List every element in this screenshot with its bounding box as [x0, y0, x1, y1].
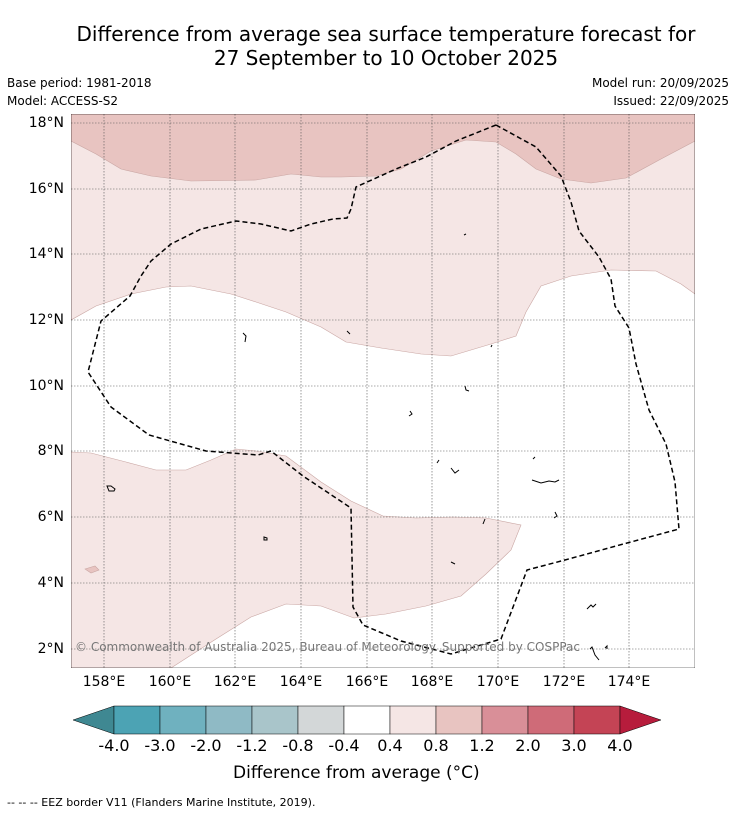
- colorbar-segment: [205, 705, 253, 735]
- lon-label-166: 166°E: [345, 674, 389, 690]
- island: [263, 536, 268, 541]
- colorbar-segment: [297, 705, 345, 735]
- lat-label-12: 12°N: [28, 312, 64, 328]
- atoll: [463, 233, 467, 236]
- colorbar-segment: [159, 705, 207, 735]
- atoll: [490, 344, 493, 348]
- meta-left: Base period: 1981-2018 Model: ACCESS-S2: [7, 74, 152, 110]
- colorbar-tick: -1.2: [236, 736, 268, 755]
- atoll: [450, 561, 456, 565]
- atoll: [436, 459, 440, 464]
- meta-right: Model run: 20/09/2025 Issued: 22/09/2025: [592, 74, 729, 110]
- colorbar-tick: 2.0: [515, 736, 541, 755]
- lon-label-160: 160°E: [148, 674, 192, 690]
- island: [106, 485, 116, 492]
- colorbar-tick: -2.0: [190, 736, 222, 755]
- colorbar-segment: [251, 705, 299, 735]
- colorbar-tick: 4.0: [607, 736, 633, 755]
- atoll: [482, 518, 486, 525]
- colorbar-tick: 0.4: [377, 736, 403, 755]
- atoll: [589, 646, 600, 661]
- lon-label-170: 170°E: [476, 674, 520, 690]
- copyright-notice: © Commonwealth of Australia 2025, Bureau…: [75, 640, 580, 654]
- atoll: [346, 330, 351, 335]
- lat-label-10: 10°N: [28, 378, 64, 394]
- lat-label-2: 2°N: [37, 641, 64, 657]
- colorbar-segment: [481, 705, 529, 735]
- colorbar-segment: [343, 705, 391, 735]
- atoll: [408, 410, 413, 417]
- colorbar-tick: 3.0: [561, 736, 587, 755]
- atoll: [464, 385, 470, 392]
- model-run: Model run: 20/09/2025: [591, 76, 729, 90]
- lon-label-174: 174°E: [607, 674, 651, 690]
- colorbar-segment: [389, 705, 437, 735]
- title-line-2: 27 September to 10 October 2025: [213, 46, 559, 70]
- colorbar-segment: [527, 705, 575, 735]
- colorbar-tick: -0.4: [328, 736, 360, 755]
- anomaly-spot: [84, 565, 100, 574]
- map-title: Difference from average sea surface temp…: [0, 22, 736, 70]
- colorbar-tick: 1.2: [469, 736, 495, 755]
- colorbar-title: Difference from average (°C): [233, 763, 480, 783]
- lat-label-6: 6°N: [37, 509, 64, 525]
- lon-label-164: 164°E: [279, 674, 323, 690]
- colorbar: [72, 705, 662, 735]
- atoll: [532, 456, 536, 460]
- anomaly-band-pink-north: [71, 114, 695, 184]
- anomaly-band-light-south: [71, 448, 522, 668]
- lat-label-4: 4°N: [37, 575, 64, 591]
- lon-label-158: 158°E: [82, 674, 126, 690]
- islands: [106, 233, 608, 661]
- atoll: [604, 644, 608, 649]
- atoll: [450, 467, 460, 474]
- model-name: Model: ACCESS-S2: [7, 94, 119, 108]
- lat-label-14: 14°N: [28, 246, 64, 262]
- issued-date: Issued: 22/09/2025: [613, 94, 729, 108]
- lat-label-18: 18°N: [28, 115, 64, 131]
- atoll: [586, 603, 597, 610]
- lon-label-168: 168°E: [410, 674, 454, 690]
- colorbar-segment: [573, 705, 621, 735]
- lat-label-16: 16°N: [28, 181, 64, 197]
- title-line-1: Difference from average sea surface temp…: [76, 22, 696, 46]
- colorbar-tick: 0.8: [423, 736, 449, 755]
- colorbar-segment: [435, 705, 483, 735]
- colorbar-extend-low: [72, 705, 115, 735]
- map-svg: [71, 114, 695, 668]
- eez-border: [87, 124, 680, 655]
- base-period: Base period: 1981-2018: [7, 76, 152, 90]
- lat-label-8: 8°N: [37, 443, 64, 459]
- lon-label-162: 162°E: [213, 674, 257, 690]
- lon-label-172: 172°E: [542, 674, 586, 690]
- colorbar-segment: [113, 705, 161, 735]
- graticule: [71, 114, 695, 668]
- map-panel: [71, 114, 695, 668]
- eez-legend-note: -- -- -- EEZ border V11 (Flanders Marine…: [7, 796, 316, 809]
- colorbar-tick: -0.8: [282, 736, 314, 755]
- atoll: [531, 479, 560, 484]
- colorbar-tick: -4.0: [98, 736, 130, 755]
- atoll: [553, 511, 558, 519]
- atoll: [242, 332, 247, 343]
- colorbar-extend-high: [619, 705, 662, 735]
- colorbar-tick: -3.0: [144, 736, 176, 755]
